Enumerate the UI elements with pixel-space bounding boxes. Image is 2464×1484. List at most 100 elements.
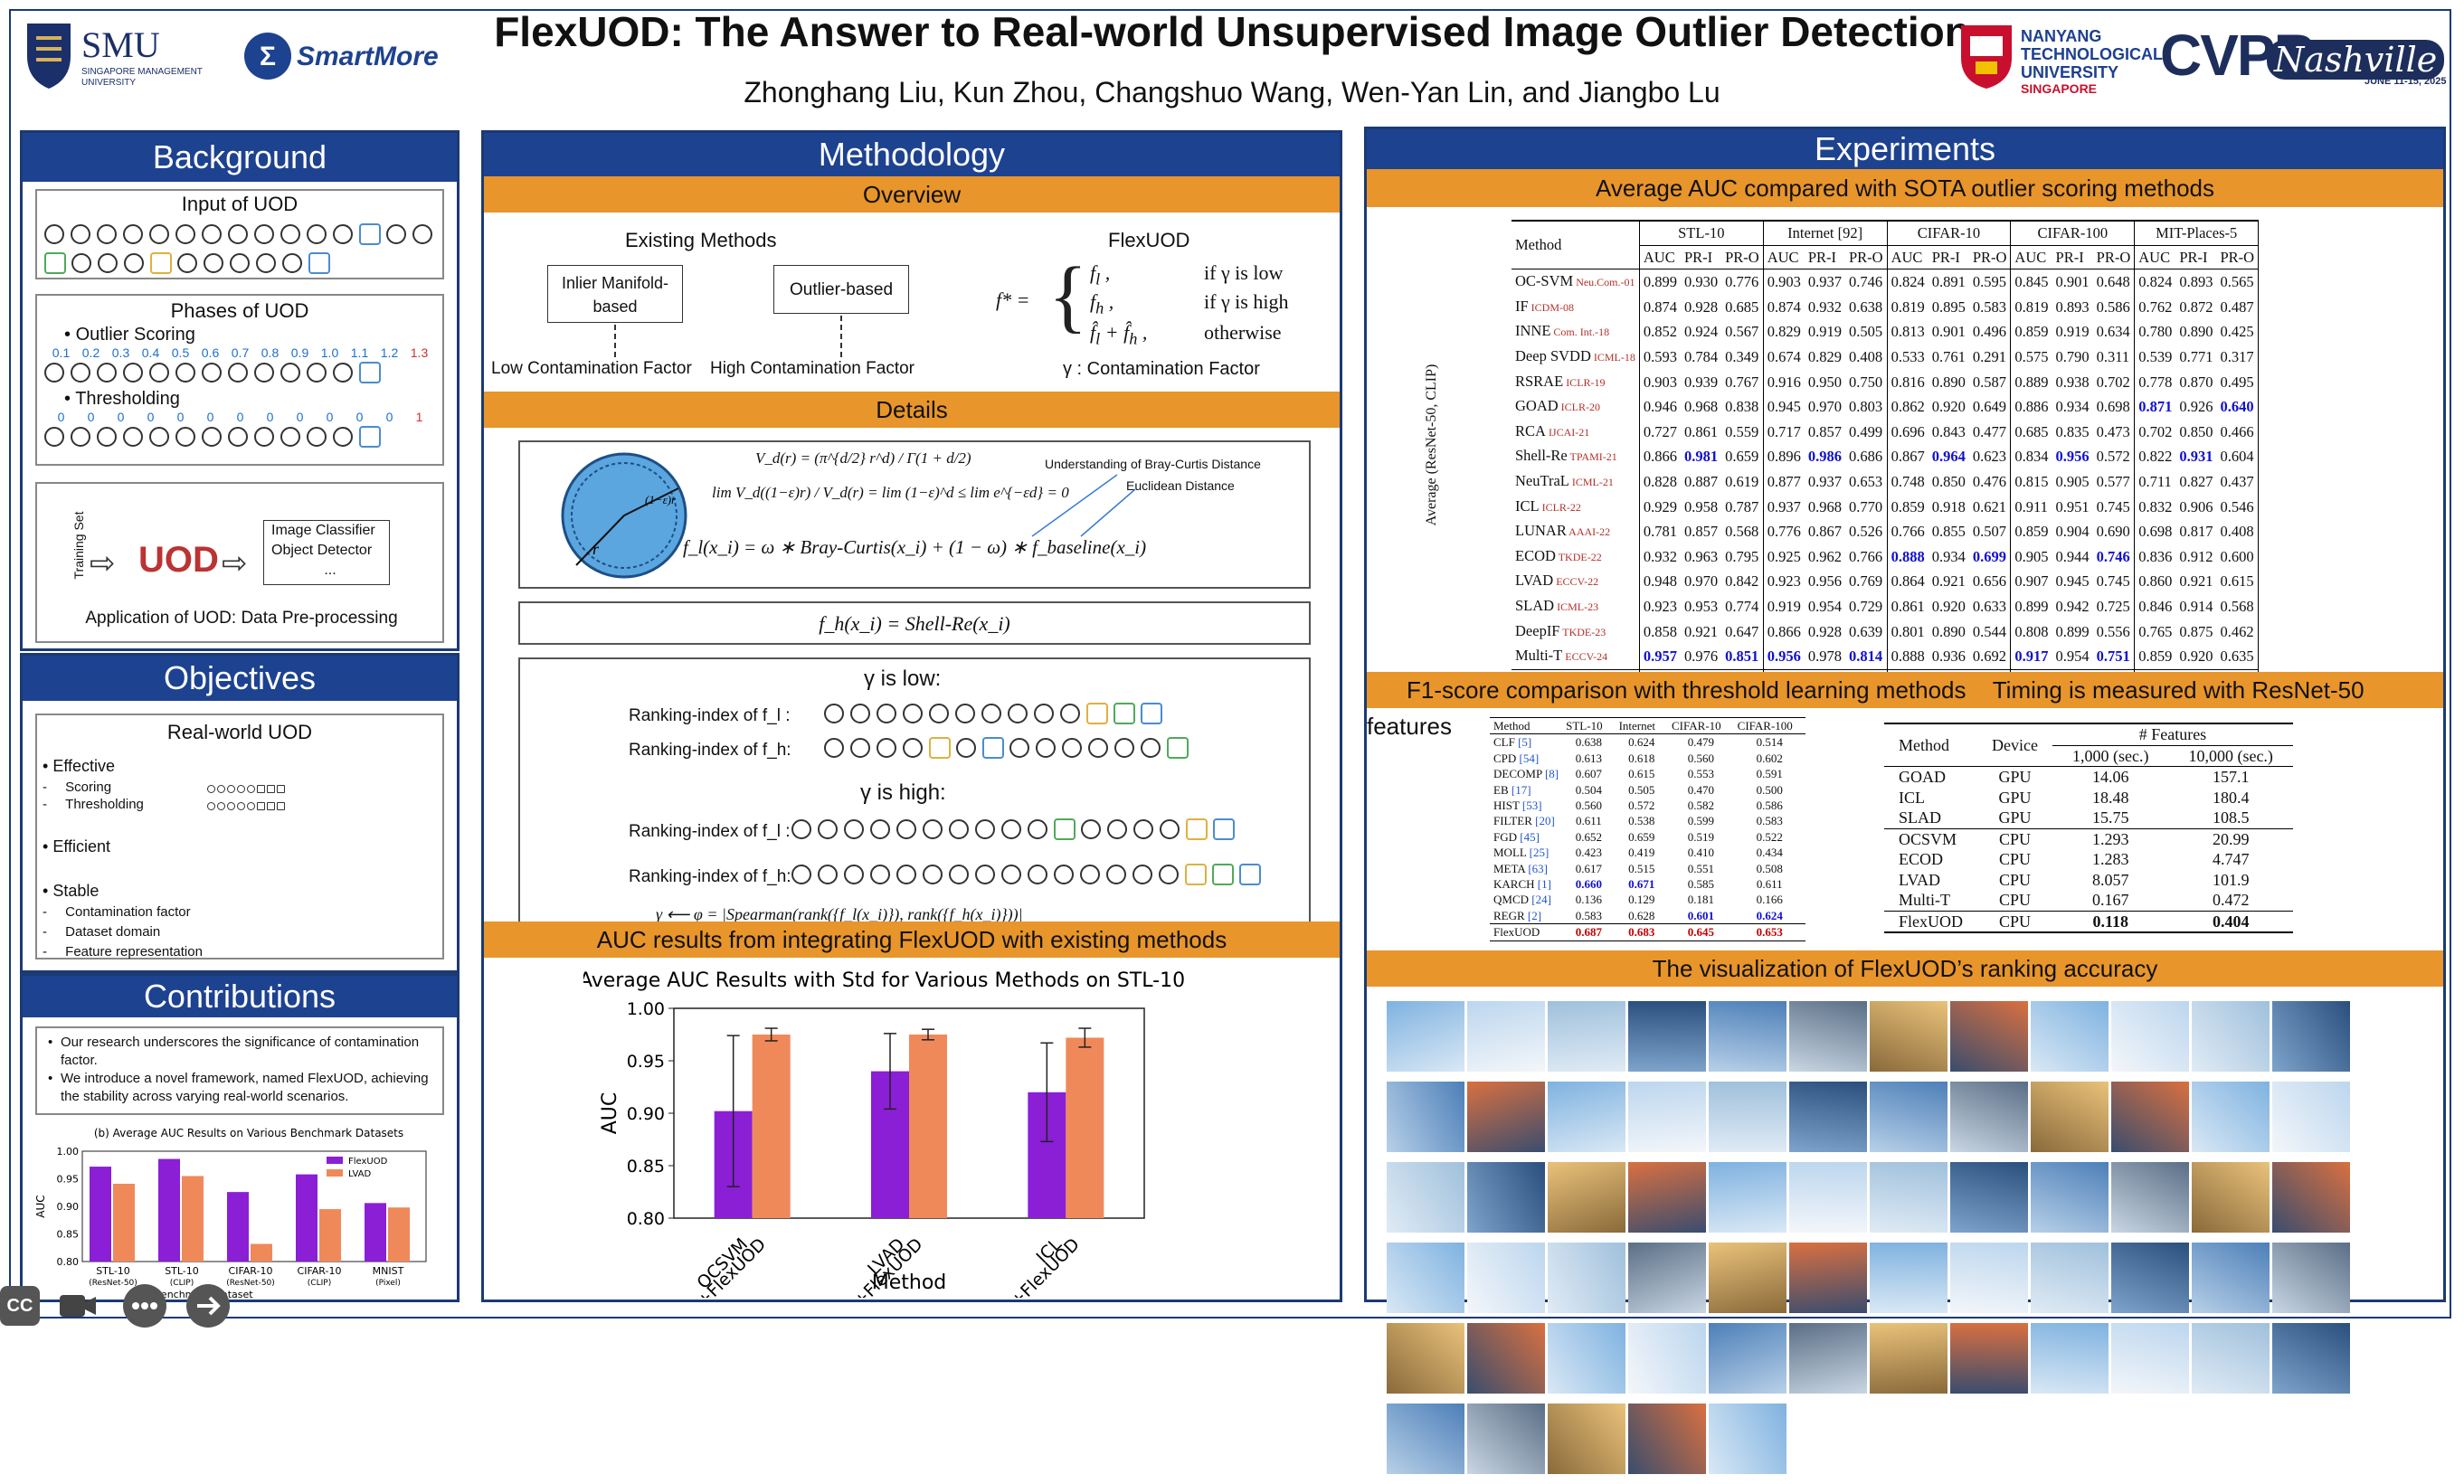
table1-cell: 0.567 <box>1721 319 1764 345</box>
timing-cell: 157.1 <box>2212 768 2250 786</box>
cc-button[interactable]: CC <box>0 1286 40 1326</box>
value-label: 0 <box>117 410 125 424</box>
table1-col-header: CIFAR-100 <box>2010 221 2136 246</box>
f1-cell: 0.618 <box>1628 751 1655 765</box>
table1-cell: 0.769 <box>1844 569 1888 594</box>
value-label: 0 <box>236 410 244 424</box>
eq-fl: f_l(x_i) = ω ∗ Bray-Curtis(x_i) + (1 − ω… <box>683 536 1147 558</box>
camera-button[interactable] <box>58 1290 98 1322</box>
visualization-thumbnail <box>1467 1243 1545 1313</box>
table1-cell: 0.477 <box>1968 419 2012 445</box>
visualization-thumbnail <box>2031 1001 2109 1072</box>
app-caption: Application of UOD: Data Pre-processing <box>85 609 398 628</box>
ring-item <box>1036 738 1056 758</box>
ring-item <box>1054 865 1074 884</box>
visualization-thumbnail <box>1467 1001 1545 1072</box>
table1-cell: 0.918 <box>1931 497 1966 515</box>
table1-method: NeuTraL ICML-21 <box>1512 468 1640 495</box>
ring-item <box>207 785 215 793</box>
table1-cell: 0.858 <box>1643 622 1677 640</box>
table1-cell: 0.824 <box>1891 273 1925 291</box>
table1-cell: 0.836 <box>2138 547 2173 565</box>
square-item <box>277 802 285 810</box>
table1-header: Method STL-10 Internet [92] CIFAR-10 CIFAR-1… <box>1512 221 2260 270</box>
table1-sub-header: AUC <box>1767 248 1799 266</box>
table1-cell: 0.921 <box>1931 572 1966 591</box>
f1-cell: 0.591 <box>1756 767 1783 781</box>
table1-method-header: Method <box>1512 221 1640 270</box>
ring-item <box>247 785 255 793</box>
bray-note: Understanding of Bray-Curtis Distance <box>1045 457 1261 471</box>
small-bar-chart: (b) Average AUC Results on Various Bench… <box>34 1127 427 1300</box>
small-xtick-sub: (CLIP) <box>170 1279 194 1288</box>
value-label: 0.7 <box>231 345 250 360</box>
table1-cell: 0.934 <box>1931 547 1966 565</box>
smartmore-icon: Σ <box>244 33 291 80</box>
table1-method: IF ICDM-08 <box>1512 294 1640 320</box>
table1-cell: 0.750 <box>1844 369 1888 395</box>
table1-cell: 0.859 <box>1891 497 1925 515</box>
visualization-thumbnail <box>2192 1243 2270 1313</box>
table1-cell: 0.819 <box>1891 298 1925 316</box>
phases-uod-label: Phases of UOD <box>170 299 309 322</box>
f1-cell: 0.607 <box>1575 767 1602 781</box>
method-name: CLF <box>1493 735 1515 750</box>
small-bar <box>319 1209 341 1262</box>
table1-cell: 0.855 <box>1931 523 1966 541</box>
f1-cell: 0.553 <box>1687 767 1714 781</box>
smu-logo: SMU SINGAPORE MANAGEMENT UNIVERSITY <box>22 20 230 92</box>
value-label: 0 <box>57 410 65 424</box>
ring-item <box>202 223 222 244</box>
table1-cell: 0.954 <box>1807 597 1842 615</box>
table1-cell: 0.930 <box>1684 273 1719 291</box>
ring-item <box>247 802 255 810</box>
method-citation: [20] <box>1531 814 1555 828</box>
table1-cell: 0.507 <box>1968 519 2012 544</box>
obj-stable-item-1: Dataset domain <box>65 924 161 940</box>
table1-cell: 0.986 <box>1807 448 1842 466</box>
more-button[interactable] <box>123 1284 166 1328</box>
method-citation: ICML-23 <box>1554 600 1599 613</box>
obj-thresholding: - Thresholding <box>43 797 442 812</box>
timing-cell: 0.118 <box>2092 912 2128 931</box>
method-name: LVAD <box>1515 572 1554 590</box>
square-item <box>1213 818 1235 840</box>
visualization-thumbnail <box>1789 1001 1867 1072</box>
table1-cell: 0.951 <box>2055 497 2090 515</box>
ring-item <box>1001 819 1021 839</box>
f1-cell: 0.136 <box>1575 893 1602 907</box>
case-3: otherwise <box>1204 321 1282 344</box>
table1-cell: 0.349 <box>1721 344 1764 370</box>
method-name: CPD <box>1493 751 1517 765</box>
score-rings <box>44 362 442 389</box>
table1-cell: 0.829 <box>1767 323 1801 341</box>
table-row: KARCH [1] 0.660 0.671 0.585 0.611 <box>1490 876 1805 892</box>
visualization-thumbnail <box>1709 1323 1786 1394</box>
ring-item <box>791 819 811 839</box>
table1-cell: 0.962 <box>1807 547 1842 565</box>
table1-cell: 0.690 <box>2092 519 2136 544</box>
table1-cell: 0.822 <box>2138 448 2173 466</box>
gamma-low-label: γ is low: <box>864 666 942 691</box>
method-citation: [5] <box>1514 735 1532 750</box>
square-item <box>150 251 172 274</box>
f1-cell: 0.611 <box>1756 877 1783 892</box>
f1-cell: 0.683 <box>1628 925 1655 940</box>
square-item <box>267 802 275 810</box>
methodology-heading: Methodology <box>484 133 1340 176</box>
ring-item <box>280 427 300 447</box>
visualization-thumbnail <box>1628 1162 1706 1233</box>
table1-sub-header: PR-I <box>1807 248 1837 266</box>
table1-sub-header: AUC <box>1891 248 1923 266</box>
ring-item <box>1106 865 1126 884</box>
table1-cell: 0.937 <box>1767 497 1801 515</box>
ring-item <box>97 223 117 244</box>
table-row: ICL GPU 18.48 180.4 <box>1884 788 2293 808</box>
value-label: 0 <box>87 410 95 424</box>
next-button[interactable] <box>186 1284 230 1328</box>
ring-item <box>254 363 274 383</box>
ring-item <box>844 819 864 839</box>
method-citation: [54] <box>1516 751 1540 765</box>
f-star: f* = <box>996 288 1030 311</box>
table1-cell: 0.906 <box>2179 497 2213 515</box>
